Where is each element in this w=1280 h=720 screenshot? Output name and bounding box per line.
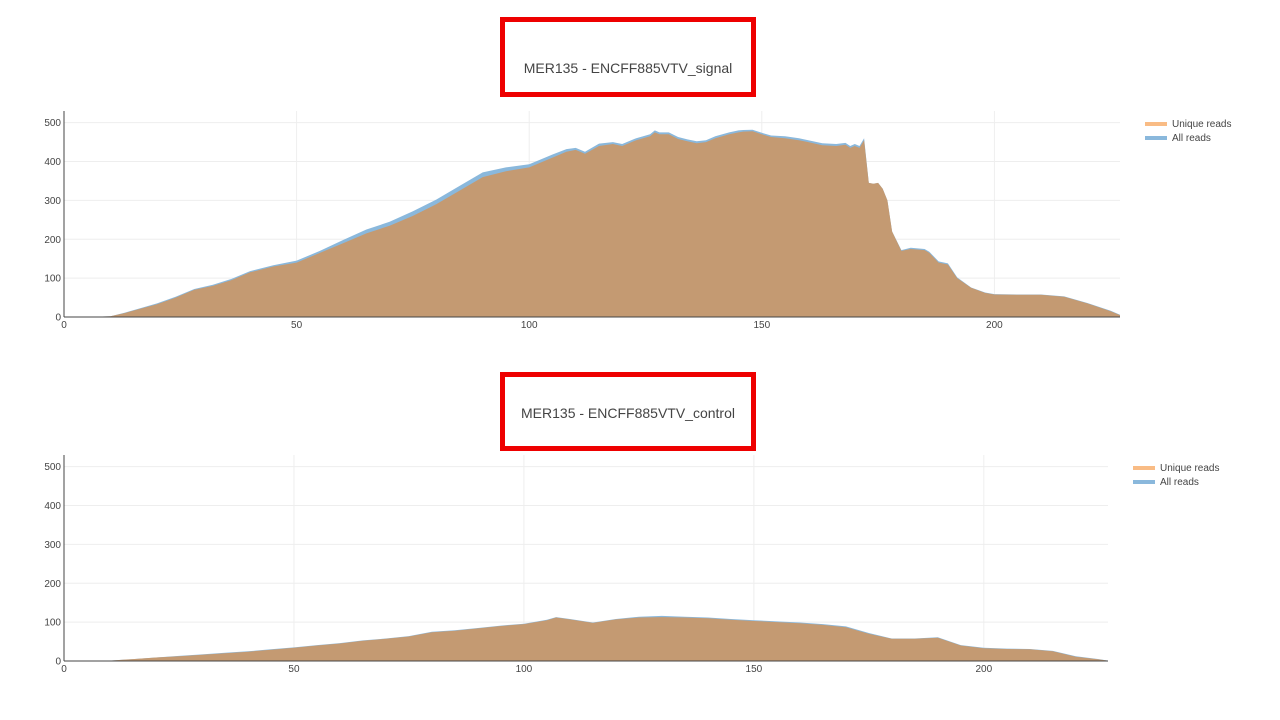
signal-title-frame: MER135 - ENCFF885VTV_signal xyxy=(500,17,756,97)
y-tick-label: 100 xyxy=(44,618,61,629)
legend-item-all-reads[interactable]: All reads xyxy=(1133,475,1219,489)
legend-label-all-reads: All reads xyxy=(1160,476,1199,488)
signal-legend[interactable]: Unique reads All reads xyxy=(1145,117,1235,145)
y-tick-label: 0 xyxy=(55,657,61,668)
control-chart-panel: 0 100 200 300 400 500 0 50 100 150 200 MER135 - EN… xyxy=(0,360,1280,720)
x-tick-label: 50 xyxy=(291,320,303,331)
control-title-frame: MER135 - ENCFF885VTV_control xyxy=(500,372,756,451)
x-tick-label: 150 xyxy=(746,664,763,675)
all-reads-swatch xyxy=(1133,480,1155,484)
unique-reads-swatch xyxy=(1145,122,1167,126)
y-tick-label: 0 xyxy=(55,313,61,324)
control-chart-title: MER135 - ENCFF885VTV_control xyxy=(521,404,735,421)
y-tick-label: 500 xyxy=(44,462,61,473)
unique-reads-swatch xyxy=(1133,466,1155,470)
unique-reads-area[interactable] xyxy=(64,131,1120,317)
y-tick-label: 200 xyxy=(44,579,61,590)
control-legend[interactable]: Unique reads All reads xyxy=(1133,461,1219,489)
all-reads-swatch xyxy=(1145,136,1167,140)
x-tick-label: 0 xyxy=(61,664,67,675)
signal-chart-title: MER135 - ENCFF885VTV_signal xyxy=(523,60,733,76)
y-tick-label: 300 xyxy=(44,540,61,551)
y-tick-label: 200 xyxy=(44,235,61,246)
control-chart-svg: 0 100 200 300 400 500 0 50 100 150 200 xyxy=(44,455,1108,675)
x-tick-label: 100 xyxy=(516,664,533,675)
legend-item-unique-reads[interactable]: Unique reads xyxy=(1145,117,1235,131)
unique-reads-area[interactable] xyxy=(64,617,1108,661)
legend-item-unique-reads[interactable]: Unique reads xyxy=(1133,461,1219,475)
y-tick-label: 300 xyxy=(44,196,61,207)
x-tick-label: 100 xyxy=(521,320,538,331)
legend-label-unique-reads: Unique reads xyxy=(1160,462,1220,474)
x-tick-label: 50 xyxy=(288,664,300,675)
y-tick-label: 400 xyxy=(44,501,61,512)
signal-chart-svg: 0 100 200 300 400 500 0 50 100 150 200 xyxy=(44,111,1120,331)
x-tick-label: 0 xyxy=(61,320,67,331)
x-tick-label: 200 xyxy=(986,320,1003,331)
x-tick-label: 150 xyxy=(753,320,770,331)
legend-item-all-reads[interactable]: All reads xyxy=(1145,131,1235,145)
signal-chart-panel: 0 100 200 300 400 500 0 50 100 150 200 MER135 - EN… xyxy=(44,17,1235,331)
y-tick-label: 400 xyxy=(44,157,61,168)
x-tick-label: 200 xyxy=(975,664,992,675)
legend-label-unique-reads: Unique reads xyxy=(1172,118,1232,130)
y-tick-label: 100 xyxy=(44,274,61,285)
legend-label-all-reads: All reads xyxy=(1172,132,1211,144)
y-tick-label: 500 xyxy=(44,118,61,129)
